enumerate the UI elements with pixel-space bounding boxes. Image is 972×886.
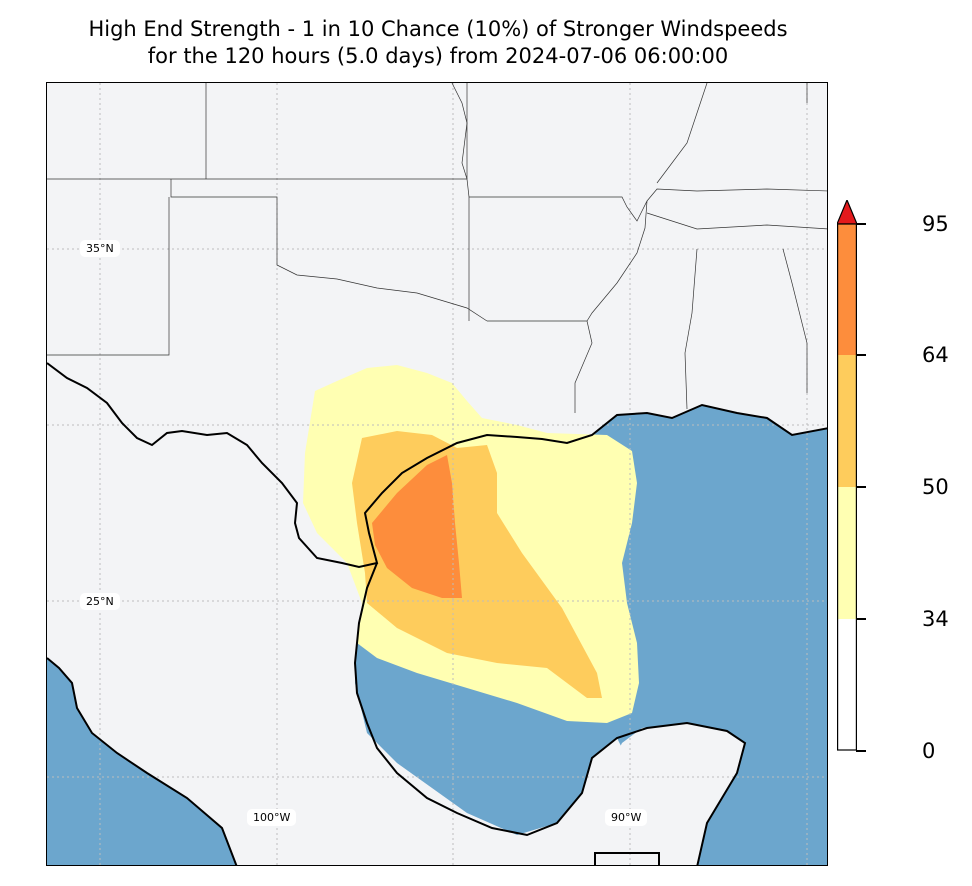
colorbar-tickmark-64 xyxy=(856,354,866,356)
colorbar-tickmark-95 xyxy=(856,223,866,225)
title-line-1: High End Strength - 1 in 10 Chance (10%)… xyxy=(88,17,788,41)
colorbar-tick-50: 50 xyxy=(922,475,949,499)
lon-label-100w: 100°W xyxy=(247,809,297,826)
colorbar-tick-0: 0 xyxy=(922,739,936,763)
colorbar-tickmark-34 xyxy=(856,618,866,620)
colorbar-extend-arrow xyxy=(837,200,857,225)
state-borders xyxy=(47,83,827,413)
mexico-south-border xyxy=(594,852,660,865)
chart-title: High End Strength - 1 in 10 Chance (10%)… xyxy=(0,16,876,70)
lat-label-35n: 35°N xyxy=(80,240,120,257)
colorbar-band-50-64 xyxy=(837,355,857,487)
mexico-gulf-coastline xyxy=(353,562,747,865)
gridlines xyxy=(47,83,827,865)
map-svg xyxy=(47,83,827,865)
colorbar-tick-95: 95 xyxy=(922,212,949,236)
colorbar-tick-34: 34 xyxy=(922,607,949,631)
colorbar-tickmark-50 xyxy=(856,486,866,488)
lat-label-25n: 25°N xyxy=(80,593,120,610)
colorbar-tickmark-0 xyxy=(856,750,866,752)
colorbar xyxy=(837,200,857,751)
lon-label-90w: 90°W xyxy=(605,809,648,826)
colorbar-band-64-95 xyxy=(837,224,857,355)
swath-64-95-kt xyxy=(372,455,462,598)
title-line-2: for the 120 hours (5.0 days) from 2024-0… xyxy=(147,44,729,68)
colorbar-band-34-50 xyxy=(837,487,857,619)
gulf-coastline xyxy=(47,362,827,569)
map-panel: 35°N 25°N 100°W 90°W xyxy=(46,82,828,866)
colorbar-tick-64: 64 xyxy=(922,343,949,367)
pacific-coastline xyxy=(47,657,238,865)
colorbar-band-0-34 xyxy=(837,619,857,750)
pacific-ocean xyxy=(47,658,237,865)
yucatan-peninsula xyxy=(607,723,745,865)
